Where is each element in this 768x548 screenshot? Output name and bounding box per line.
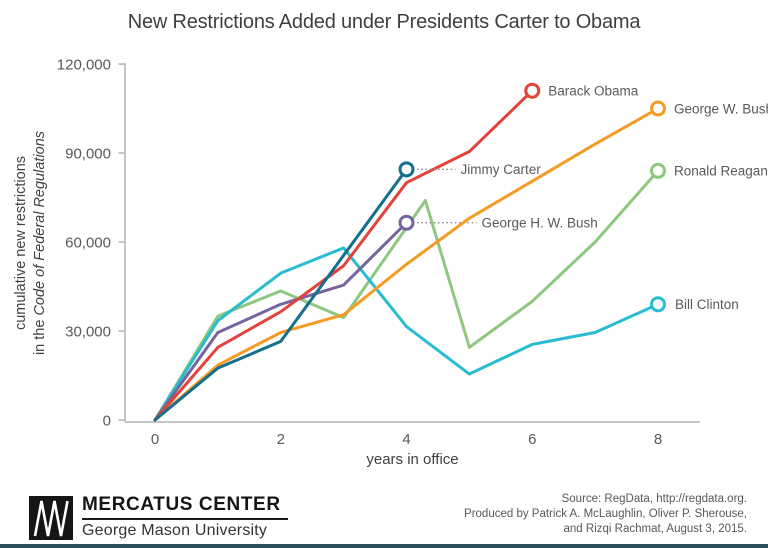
logo-m-pattern	[33, 500, 69, 537]
endpoint-marker-george-w-bush	[650, 100, 666, 117]
line-george-w-bush	[153, 107, 660, 422]
bottom-accent-bar	[0, 544, 768, 548]
endpoint-marker-ronald-reagan	[650, 162, 666, 179]
mercatus-logo-icon	[29, 496, 73, 540]
source-line-2: Produced by Patrick A. McLaughlin, Olive…	[464, 508, 747, 520]
endpoint-marker-george-h-w-bush	[398, 214, 415, 231]
series-label-george-h-w-bush: George H. W. Bush	[482, 216, 598, 231]
chart-title: New Restrictions Added under Presidents …	[127, 11, 641, 33]
line-jimmy-carter	[153, 167, 408, 422]
x-tick-label: 2	[277, 431, 285, 448]
endpoint-marker-jimmy-carter	[398, 161, 415, 178]
x-axis-label: years in office	[366, 451, 459, 468]
series-label-ronald-reagan: Ronald Reagan	[674, 164, 768, 179]
endpoint-marker-barack-obama	[524, 82, 541, 99]
y-tick-label: 30,000	[65, 324, 111, 341]
x-tick-label: 4	[402, 431, 410, 448]
x-tick-label: 6	[528, 431, 536, 448]
series-label-george-w-bush: George W. Bush	[674, 101, 768, 116]
series-label-jimmy-carter: Jimmy Carter	[461, 162, 542, 177]
series-label-barack-obama: Barack Obama	[548, 84, 639, 99]
y-tick-label: 60,000	[65, 235, 111, 252]
line-bill-clinton	[153, 246, 660, 422]
logo-mercatus-center: MERCATUS CENTER	[82, 494, 281, 515]
y-tick-label: 90,000	[65, 146, 111, 163]
logo-george-mason: George Mason University	[82, 522, 268, 539]
line-barack-obama	[153, 89, 534, 422]
plot-area: 0 30,000 60,000 90,000 120,000 0 2 4 6 8 Ronald Re…	[57, 57, 768, 449]
line-ronald-reagan	[153, 169, 660, 422]
source-line-1: Source: RegData, http://regdata.org.	[561, 493, 747, 505]
source-attribution: Source: RegData, http://regdata.org. Pro…	[464, 492, 747, 537]
y-tick-label: 0	[103, 413, 111, 430]
logo-divider	[82, 518, 288, 520]
x-tick-label: 0	[151, 431, 159, 448]
endpoint-marker-bill-clinton	[650, 296, 666, 313]
x-tick-label: 8	[654, 431, 662, 448]
line-george-h-w-bush	[153, 221, 408, 422]
mercatus-logo-text: MERCATUS CENTER George Mason University	[82, 494, 290, 540]
series-label-bill-clinton: Bill Clinton	[675, 297, 739, 312]
source-line-3: and Rizqi Rachmat, August 3, 2015.	[563, 523, 747, 535]
y-tick-label: 120,000	[57, 57, 111, 74]
